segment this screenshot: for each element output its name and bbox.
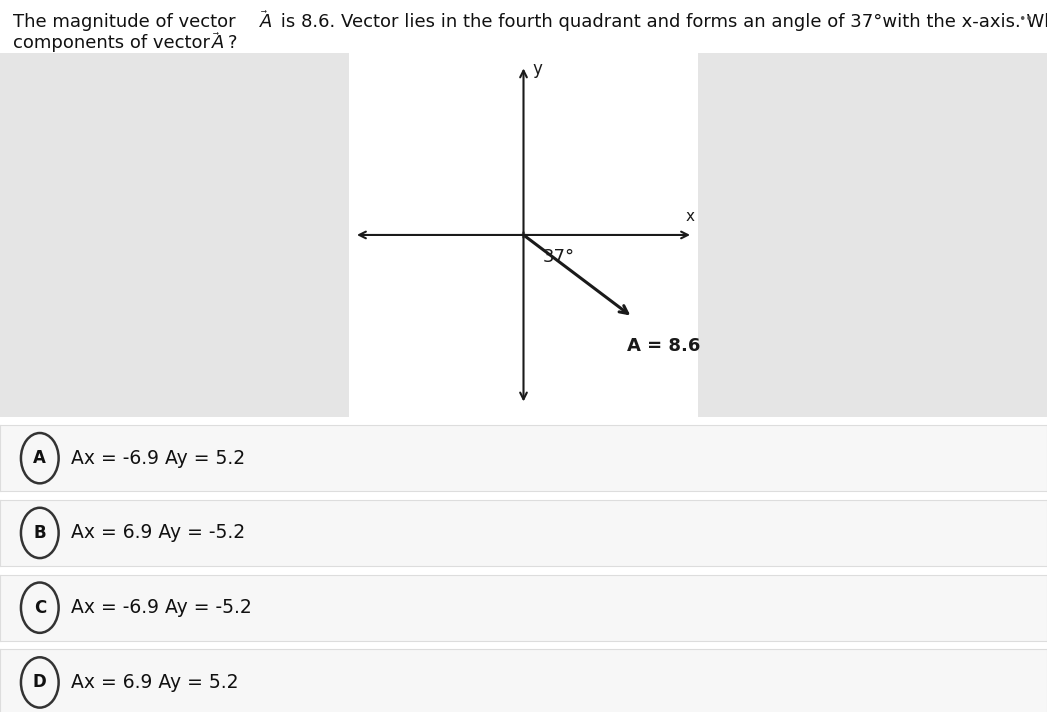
Text: Ax = -6.9 Ay = -5.2: Ax = -6.9 Ay = -5.2 (71, 598, 252, 617)
Text: C: C (34, 599, 46, 617)
Text: A = 8.6: A = 8.6 (627, 337, 700, 355)
Text: x: x (685, 209, 694, 224)
Text: ••: •• (1018, 13, 1032, 26)
Text: Ax = -6.9 Ay = 5.2: Ax = -6.9 Ay = 5.2 (71, 449, 245, 468)
Text: Ax = 6.9 Ay = 5.2: Ax = 6.9 Ay = 5.2 (71, 673, 239, 692)
Text: D: D (32, 674, 47, 691)
Text: is 8.6. Vector lies in the fourth quadrant and forms an angle of 37°with the x-a: is 8.6. Vector lies in the fourth quadra… (275, 13, 1047, 31)
Text: 37°: 37° (543, 248, 575, 266)
Text: A: A (211, 34, 224, 52)
Text: B: B (34, 524, 46, 542)
Text: The magnitude of vector: The magnitude of vector (13, 13, 241, 31)
Text: A: A (34, 449, 46, 467)
Text: ?: ? (228, 34, 238, 52)
Text: A: A (260, 13, 272, 31)
Text: components of vector: components of vector (13, 34, 216, 52)
Text: y: y (532, 60, 542, 78)
Text: Ax = 6.9 Ay = -5.2: Ax = 6.9 Ay = -5.2 (71, 523, 245, 543)
